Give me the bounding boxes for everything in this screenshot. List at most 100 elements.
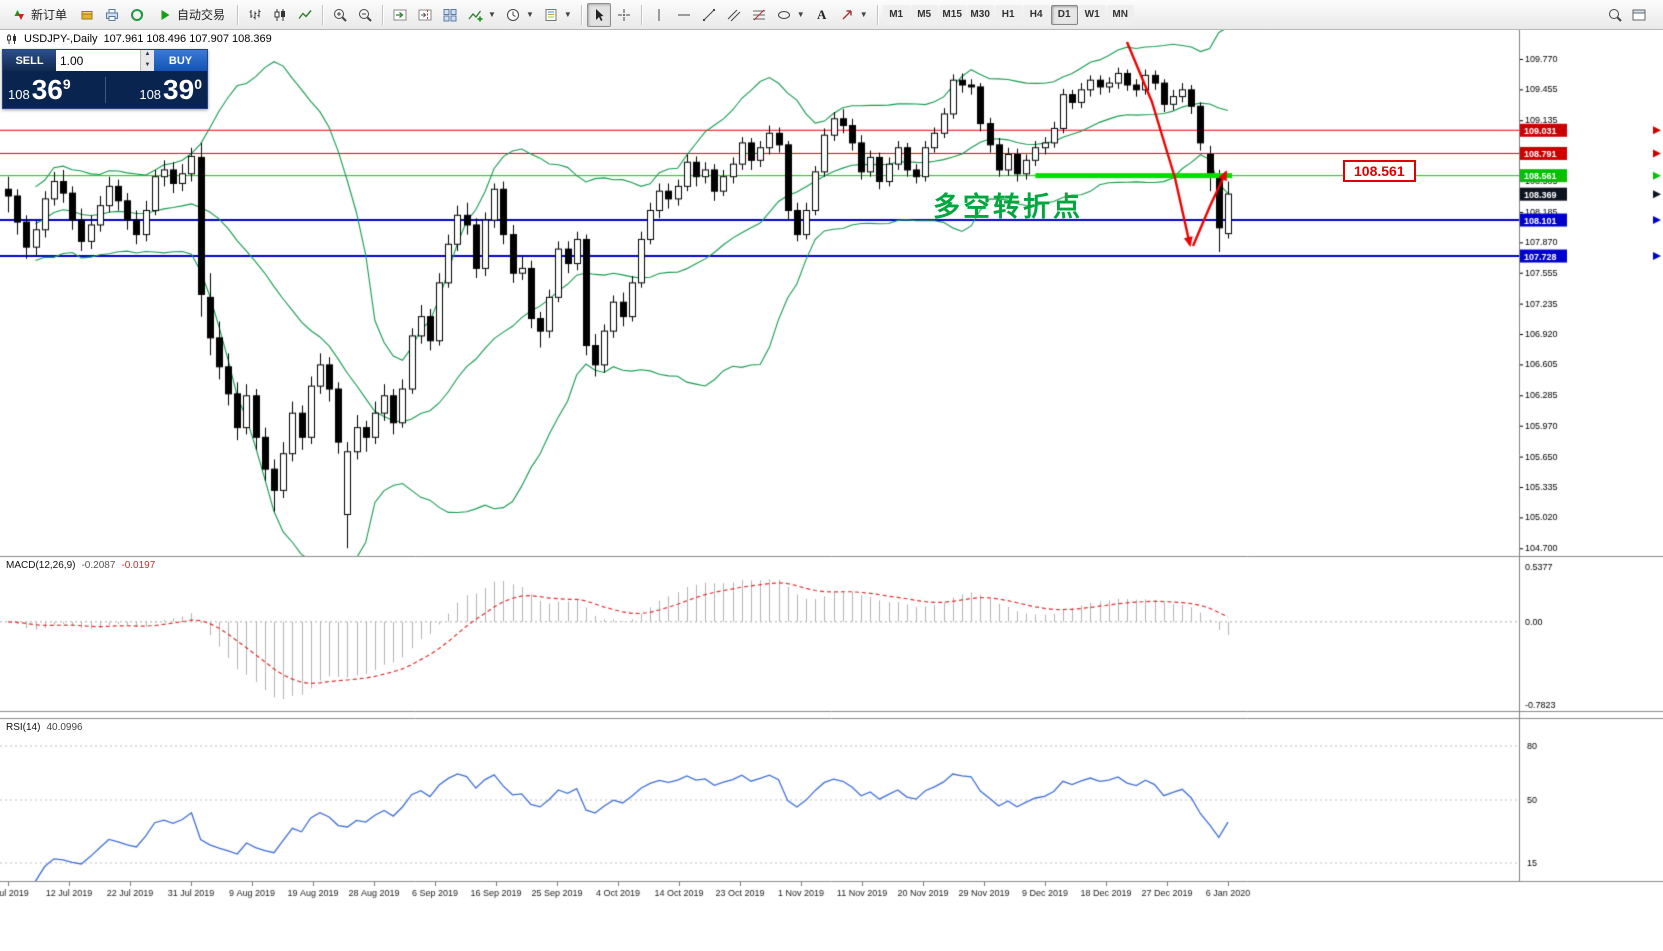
line-chart-icon [298,9,312,19]
channel-icon [727,9,741,21]
zoom-in-button[interactable] [328,3,352,27]
print-button[interactable] [100,3,124,27]
timeframe-button-h4[interactable]: H4 [1022,4,1050,25]
trendline-tool-button[interactable] [697,3,721,27]
chart-canvas[interactable] [0,30,1663,951]
macd-main-value: -0.2087 [81,560,116,571]
buy-price-figure: 108 [139,87,162,102]
templates-dropdown-caret[interactable]: ▼ [563,10,572,19]
main-toolbar: 新订单 自动交易 ▼ ▼ [0,0,1663,30]
horizontal-line-tool-button[interactable] [672,3,696,27]
chart-window-icon [7,34,16,44]
templates-button[interactable]: ▼ [539,3,576,27]
zoom-out-button[interactable] [353,3,377,27]
workspace-button[interactable] [1627,3,1651,27]
workspace-icon [1632,9,1646,20]
vertical-line-tool-button[interactable] [647,3,671,27]
chart-shift-button[interactable] [413,3,437,27]
sell-price-figure: 108 [8,87,30,102]
timeframe-button-m5[interactable]: M5 [910,4,938,25]
new-order-label: 新订单 [31,8,68,22]
periods-clock-icon [506,8,519,21]
print-icon [106,8,119,21]
macd-signal-value: -0.0197 [121,560,156,571]
chart-title: USDJPY-,Daily 107.961 108.496 107.907 10… [6,33,272,45]
autotrading-label: 自动交易 [177,8,226,22]
chart-window: USDJPY-,Daily 107.961 108.496 107.907 10… [0,30,1663,951]
buy-price-pipette: 0 [194,76,202,92]
line-chart-button[interactable] [293,3,317,27]
toolbar-separator [876,4,878,25]
new-order-button[interactable]: 新订单 [4,3,74,27]
arrows-dropdown-caret[interactable]: ▼ [859,10,868,19]
chart-ohlc-values: 107.961 108.496 107.907 108.369 [103,33,272,45]
timeframe-button-w1[interactable]: W1 [1078,4,1106,25]
search-icon [1609,8,1622,22]
timeframe-button-m30[interactable]: M30 [966,4,994,25]
refresh-button[interactable] [125,3,149,27]
text-tool-icon: A [817,6,827,22]
buy-button[interactable]: BUY [154,50,207,71]
rsi-name: RSI(14) [6,722,41,733]
shapes-dropdown-caret[interactable]: ▼ [796,10,805,19]
volume-up-button[interactable]: ▲ [144,51,151,57]
rsi-value: 40.0996 [46,722,83,733]
arrow-label-icon [842,9,852,19]
vertical-line-icon [658,8,660,21]
crosshair-icon [617,8,630,21]
tile-windows-button[interactable] [438,3,462,27]
fibonacci-icon [752,9,765,20]
trendline-icon [702,8,715,21]
bars-chart-button[interactable] [243,3,267,27]
mql5-button[interactable] [75,3,99,27]
mql5-icon [81,10,93,19]
crosshair-tool-button[interactable] [612,3,636,27]
timeframe-button-d1[interactable]: D1 [1050,4,1078,25]
timeframe-button-m1[interactable]: M1 [882,4,910,25]
volume-down-button[interactable]: ▼ [144,61,151,68]
toolbar-separator [640,4,642,25]
indicators-icon [468,10,483,21]
shapes-tool-button[interactable]: ▼ [772,3,809,27]
buy-price-display: 108 39 0 [139,73,202,106]
tile-windows-icon [443,8,457,21]
toolbar-separator [580,4,582,25]
zoom-out-icon [359,8,372,22]
templates-icon [545,8,557,21]
arrow-label-tool-button[interactable]: ▼ [835,3,872,27]
toolbar-separator [382,4,384,25]
volume-group: ▲ ▼ [56,50,154,71]
indicators-dropdown-caret[interactable]: ▼ [488,10,496,19]
toolbar-separator [322,4,324,25]
indicators-button[interactable]: ▼ [463,3,500,27]
timeframe-button-m15[interactable]: M15 [938,4,966,25]
cursor-tool-button[interactable] [586,2,611,27]
search-button[interactable] [1603,3,1627,27]
sell-price-display: 108 36 9 [8,73,71,106]
refresh-icon [131,8,144,21]
periods-button[interactable]: ▼ [501,3,538,27]
candles-chart-button[interactable] [268,3,292,27]
timeframe-button-h1[interactable]: H1 [994,4,1022,25]
toolbar-separator [237,4,239,25]
autotrading-button[interactable]: 自动交易 [150,3,232,27]
chart-annotation-text[interactable]: 多空转折点 [933,192,1083,222]
price-level-tag[interactable]: 108.561 [1343,160,1416,182]
auto-scroll-button[interactable] [388,3,412,27]
macd-name: MACD(12,26,9) [6,560,76,571]
fibonacci-tool-button[interactable] [747,3,771,27]
channel-tool-button[interactable] [722,3,746,27]
bars-chart-icon [249,9,261,19]
one-click-trading-panel: SELL ▲ ▼ BUY 108 36 9 108 39 0 [2,49,208,109]
text-tool-button[interactable]: A [810,3,834,27]
buy-price-pips: 39 [163,74,195,105]
sell-button[interactable]: SELL [3,50,56,71]
volume-stepper: ▲ ▼ [140,50,154,71]
new-order-icon [14,9,24,20]
periods-dropdown-caret[interactable]: ▼ [525,10,534,19]
volume-input[interactable] [56,50,140,71]
timeframe-button-mn[interactable]: MN [1106,4,1134,25]
sell-price-pipette: 9 [62,76,71,92]
auto-scroll-icon [393,9,407,20]
cursor-icon [595,8,604,21]
